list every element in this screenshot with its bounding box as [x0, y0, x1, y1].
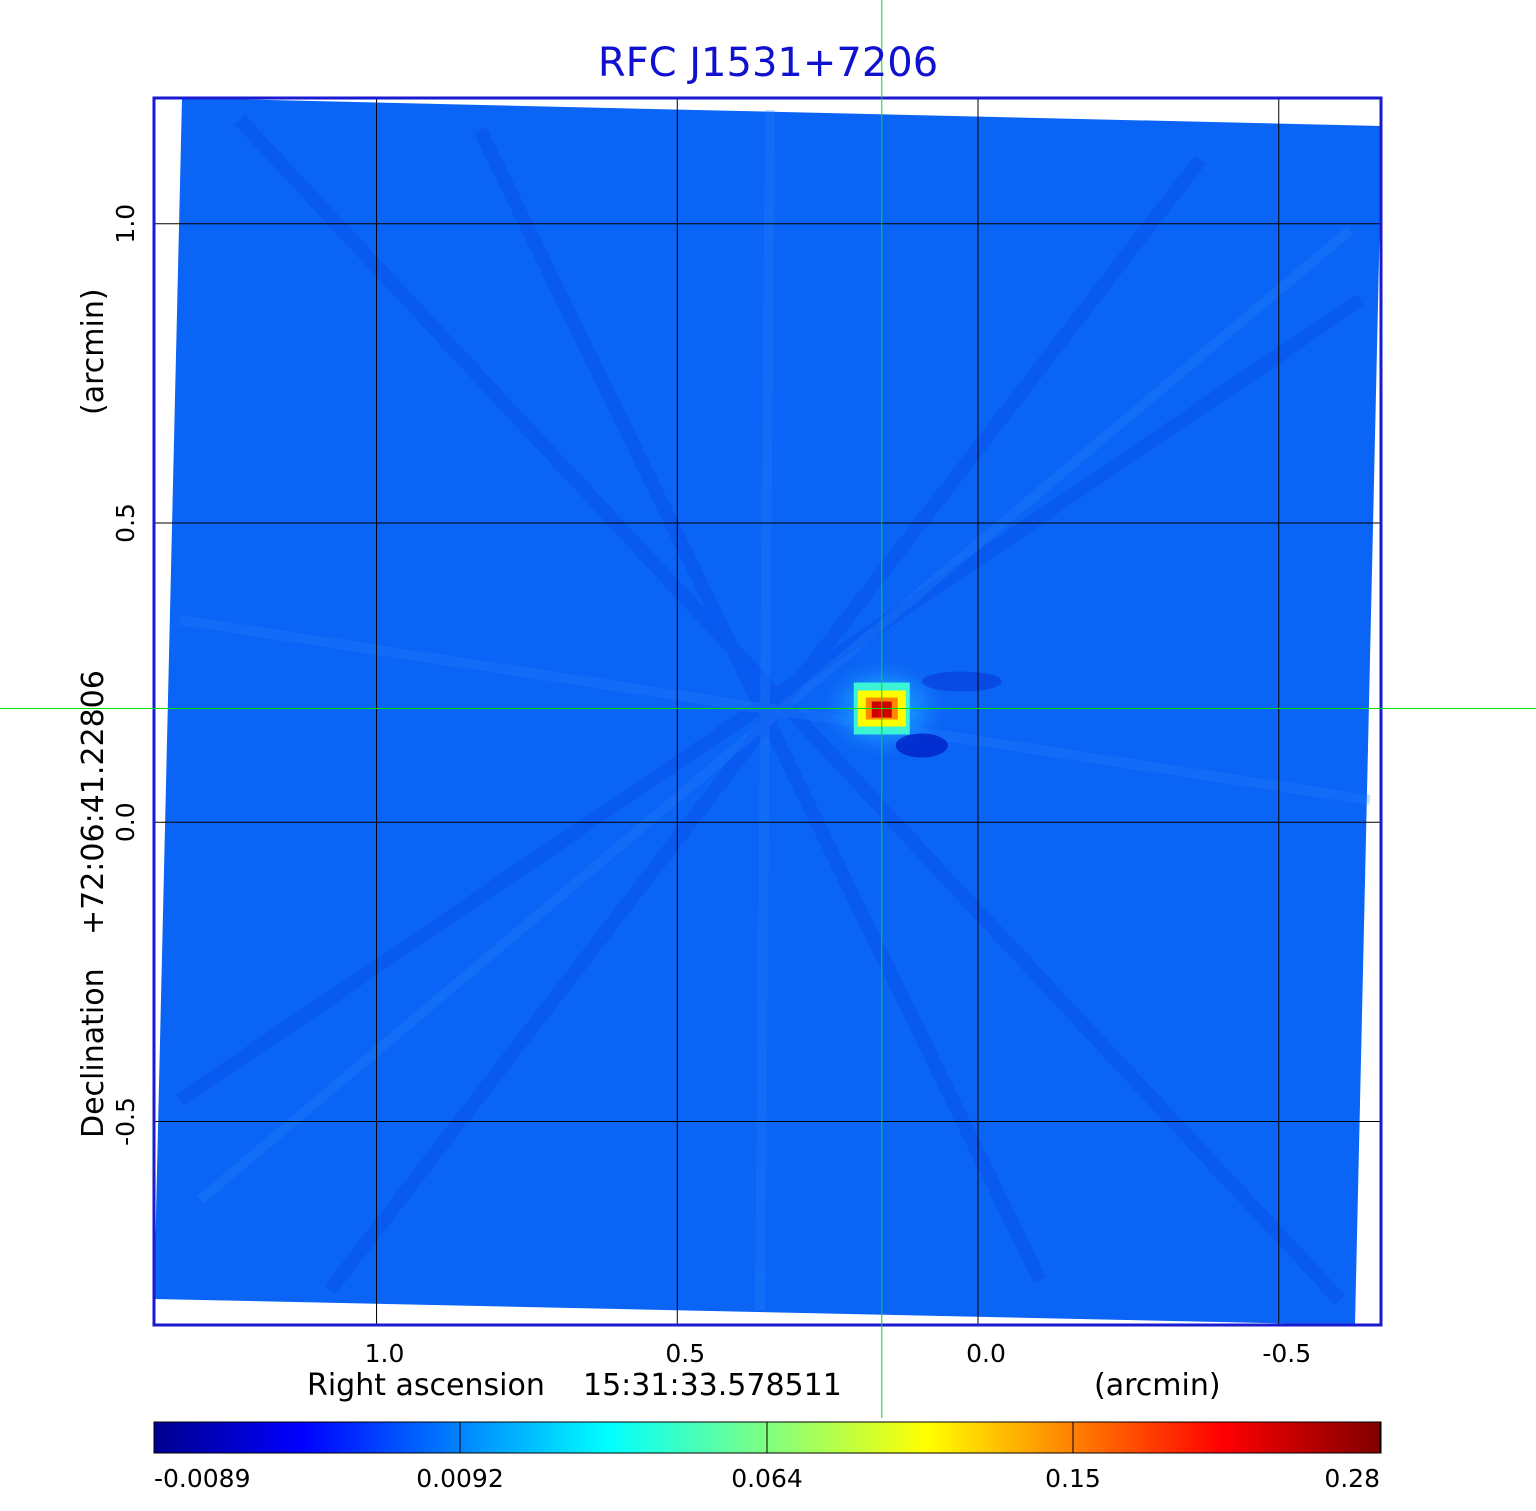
colorbar-tick-labels: -0.0089 0.0092 0.064 0.15 0.28	[153, 1422, 1381, 1493]
x-tick-label: 0.0	[966, 1339, 1006, 1368]
negative-sidelobe	[895, 733, 948, 758]
negative-sidelobe	[921, 671, 1002, 692]
x-tick-label: -0.5	[1262, 1339, 1311, 1368]
y-tick-label: 1.0	[111, 204, 140, 244]
plot-frame	[152, 96, 1383, 1327]
x-tick-label: 1.0	[365, 1339, 405, 1368]
colorbar-tick-label: -0.0089	[154, 1464, 251, 1493]
chart-title: RFC J1531+7206	[598, 40, 938, 86]
y-axis-label-name: Declination	[76, 968, 111, 1138]
y-tick-labels: 1.0 0.5 0.0 -0.5	[111, 204, 140, 1146]
y-tick-label: 0.5	[111, 503, 140, 543]
y-axis-unit: (arcmin)	[76, 288, 111, 415]
sidelobe-pattern-light	[179, 109, 1371, 1311]
colorbar-tick-label: 0.15	[1045, 1464, 1101, 1493]
y-tick-label: -0.5	[111, 1097, 140, 1146]
x-tick-label: 0.5	[665, 1339, 705, 1368]
x-tick-labels: 1.0 0.5 0.0 -0.5	[365, 1339, 1311, 1368]
x-axis-label-value: 15:31:33.578511	[583, 1368, 842, 1403]
colorbar-tick-label: 0.064	[731, 1464, 803, 1493]
sidelobe-pattern	[176, 115, 1364, 1305]
radio-image	[154, 98, 1381, 1325]
x-axis-unit: (arcmin)	[1094, 1368, 1221, 1403]
y-tick-label: 0.0	[111, 802, 140, 842]
image-footprint	[154, 98, 1381, 1325]
y-axis-label-value: +72:06:41.22806	[76, 670, 111, 935]
crosshair	[0, 0, 1536, 1418]
x-axis-label-name: Right ascension	[307, 1368, 545, 1403]
colorbar-tick-label: 0.0092	[416, 1464, 503, 1493]
coordinate-grid	[154, 98, 1381, 1325]
colorbar-tick-label: 0.28	[1324, 1464, 1380, 1493]
